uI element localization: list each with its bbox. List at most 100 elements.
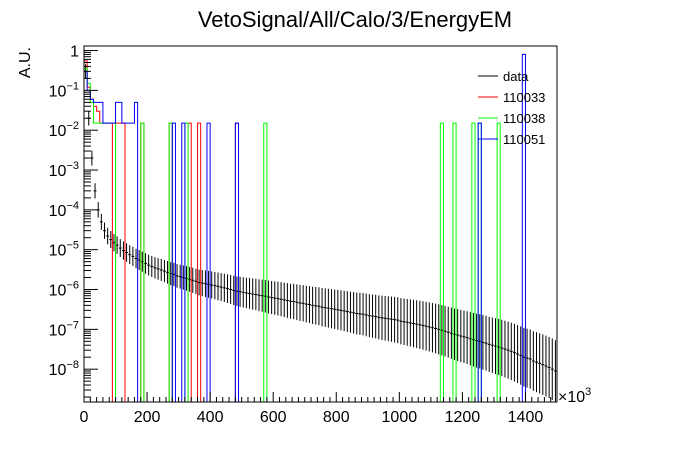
legend-entry: 110033	[478, 90, 545, 105]
data-point	[348, 291, 352, 333]
data-point	[531, 331, 535, 391]
data-point	[273, 281, 277, 315]
data-point	[352, 292, 356, 334]
data-point	[484, 315, 488, 371]
data-point	[547, 336, 551, 399]
data-point	[412, 299, 416, 348]
data-point	[194, 268, 198, 295]
data-point	[421, 301, 425, 350]
data-point	[241, 277, 245, 308]
data-point	[456, 309, 460, 362]
data-point	[260, 279, 264, 312]
data-point	[367, 294, 371, 338]
data-point	[396, 297, 400, 344]
data-point	[121, 241, 125, 260]
data-point	[512, 323, 516, 382]
data-point	[437, 304, 441, 355]
data-point	[399, 298, 403, 345]
x-axis: 0 200 400 600 800 1000 1200 1400	[80, 392, 558, 426]
x-tick-label: 1400	[508, 409, 544, 426]
data-point	[538, 333, 542, 394]
data-point	[525, 328, 529, 388]
data-point	[371, 294, 375, 338]
data-point	[465, 311, 469, 365]
data-point	[386, 296, 390, 342]
data-point	[311, 286, 315, 325]
data-point	[553, 340, 557, 402]
data-point	[516, 325, 520, 384]
data-point	[314, 287, 318, 325]
y-tick-label: 10−1	[49, 80, 79, 100]
y-tick-exponent: −6	[66, 280, 79, 292]
data-point	[307, 286, 311, 324]
data-point	[172, 262, 176, 287]
data-point	[266, 280, 270, 314]
data-point	[219, 273, 223, 302]
data-point	[118, 239, 122, 257]
data-point	[282, 282, 286, 318]
data-point	[380, 295, 384, 340]
x-axis-exponent: ×103	[558, 386, 591, 406]
data-point	[175, 264, 179, 288]
data-point	[244, 277, 248, 309]
y-tick-base: 1	[70, 44, 79, 61]
data-point	[333, 289, 337, 329]
data-point	[497, 318, 501, 376]
data-point	[178, 264, 182, 289]
data-point	[93, 183, 97, 199]
y-tick-base: 10	[49, 362, 67, 379]
y-tick-label: 10−2	[49, 120, 79, 140]
y-axis-label: A.U.	[17, 47, 34, 78]
x-tick-label: 0	[80, 409, 89, 426]
data-point	[248, 277, 252, 309]
data-point	[434, 303, 438, 354]
data-point	[519, 326, 523, 385]
data-point	[188, 266, 192, 292]
data-point	[166, 261, 170, 284]
data-point	[550, 338, 554, 400]
data-point	[289, 283, 293, 319]
data-point	[342, 290, 346, 332]
x-exponent-base: ×10	[558, 389, 585, 406]
data-point	[446, 306, 450, 358]
data-point	[317, 287, 321, 326]
legend-label: 110033	[503, 90, 545, 105]
y-tick-base: 10	[49, 123, 67, 140]
data-point	[449, 307, 453, 359]
data-point	[544, 335, 548, 397]
data-point	[320, 288, 324, 327]
data-point	[140, 251, 144, 272]
data-point	[156, 258, 160, 280]
data-point	[462, 310, 466, 364]
data-point	[251, 278, 255, 310]
data-point	[125, 243, 129, 262]
y-tick-base: 10	[49, 163, 67, 180]
data-point	[298, 284, 302, 321]
data-point	[225, 274, 229, 304]
y-tick-label: 10−4	[49, 200, 79, 220]
data-point	[301, 285, 305, 322]
data-point	[131, 246, 135, 266]
y-axis: 10−810−710−610−510−410−310−210−11	[49, 44, 98, 398]
data-point	[418, 300, 422, 349]
data-point	[216, 272, 220, 301]
data-point	[393, 296, 397, 343]
data-point	[109, 231, 113, 248]
y-tick-base: 10	[49, 243, 67, 260]
data-point	[285, 283, 289, 318]
y-tick-exponent: −1	[66, 80, 79, 92]
plot-frame	[83, 45, 558, 403]
legend-label: 110038	[503, 111, 545, 126]
data-point	[459, 309, 463, 363]
x-exponent-power: 3	[585, 386, 591, 398]
data-point	[383, 295, 387, 341]
y-tick-label: 10−3	[49, 160, 79, 180]
data-point	[389, 296, 393, 342]
data-point	[361, 293, 365, 336]
data-point	[263, 279, 267, 313]
data-point	[213, 271, 217, 300]
data-point	[374, 294, 378, 339]
y-tick-label: 10−7	[49, 319, 79, 339]
data-point	[487, 316, 491, 372]
data-point	[102, 222, 106, 239]
